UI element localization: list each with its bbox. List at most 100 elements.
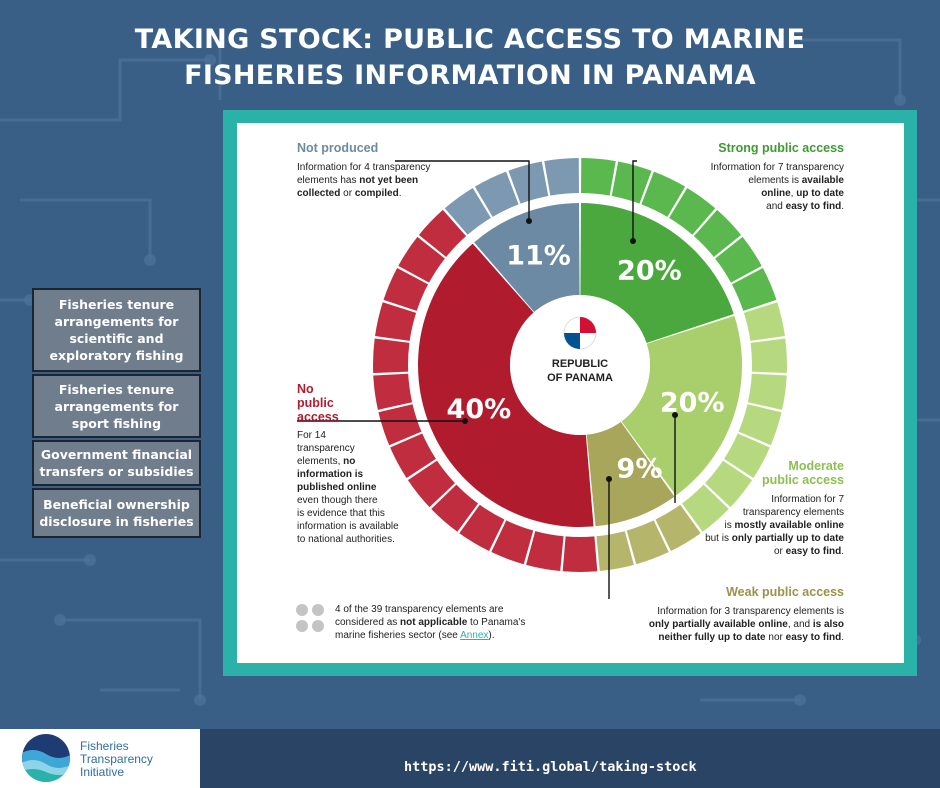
- not-produced-desc-bold: collected: [297, 188, 341, 199]
- moderate-title: Moderate public access: [697, 459, 844, 487]
- outer-element-segment: [459, 504, 505, 551]
- strong-desc: Information for 7 transparency elements …: [657, 161, 844, 213]
- not-applicable-item: Government financial transfers or subsid…: [32, 440, 201, 486]
- not-produced-desc: Information for 4 transparency elements …: [297, 161, 430, 200]
- leader-dot: [630, 238, 636, 244]
- no-access-desc-line: to national authorities.: [297, 534, 395, 545]
- no-access-title: No public access: [297, 382, 339, 424]
- percent-label: 9%: [617, 453, 663, 484]
- outer-element-segment: [731, 268, 777, 311]
- moderate-title-line: Moderate: [788, 459, 844, 473]
- outer-element-segment: [738, 404, 782, 446]
- strong-desc-line: .: [841, 201, 844, 212]
- strong-desc-bold: easy to find: [785, 201, 842, 212]
- outer-element-segment: [681, 484, 729, 532]
- fiti-logo-text: Fisheries Transparency Initiative: [80, 740, 153, 779]
- not-applicable-item: Beneficial ownership disclosure in fishe…: [32, 488, 201, 538]
- outer-element-segment: [373, 338, 410, 374]
- page-title: TAKING STOCK: PUBLIC ACCESS TO MARINE FI…: [0, 22, 940, 94]
- weak-desc-bold: only partially available online: [648, 619, 788, 630]
- leader-dot: [526, 218, 532, 224]
- moderate-desc-line: transparency elements: [742, 507, 844, 518]
- weak-desc-bold: neither fully up to date: [658, 632, 766, 643]
- not-produced-title: Not produced: [297, 141, 379, 155]
- outer-element-segment: [431, 484, 479, 532]
- center-label: REPUBLIC: [552, 358, 608, 370]
- outer-element-segment: [390, 433, 436, 478]
- footnote-line: ).: [488, 630, 495, 641]
- percent-label: 11%: [506, 241, 571, 272]
- weak-desc: Information for 3 transparency elements …: [607, 605, 844, 644]
- no-access-desc-line: transparency: [297, 443, 355, 454]
- outer-element-segment: [581, 158, 616, 196]
- weak-desc-bold: easy to find: [785, 632, 842, 643]
- outer-element-segment: [743, 302, 785, 341]
- no-access-desc-line: even though there: [297, 495, 378, 506]
- not-applicable-list: Fisheries tenure arrangements for scient…: [32, 288, 201, 540]
- outer-element-segment: [474, 171, 519, 217]
- moderate-desc-bold: mostly available online: [734, 520, 844, 531]
- footnote-line: 4 of the 39 transparency elements are: [335, 604, 504, 615]
- footer-url-link[interactable]: https://www.fiti.global/taking-stock: [404, 759, 697, 775]
- footnote-line: marine fisheries sector (see: [335, 630, 461, 641]
- outer-element-segment: [669, 187, 716, 235]
- moderate-desc-line: is: [724, 520, 735, 531]
- strong-desc-line: and: [766, 201, 786, 212]
- not-produced-desc-line: .: [398, 188, 402, 199]
- strong-desc-line: Information for 7 transparency: [710, 162, 844, 173]
- panama-flag-blue-quarter: [564, 333, 580, 349]
- donut-chart: 20% 20% 9% 40% 11% REPUBLIC OF PANAMA: [297, 158, 787, 599]
- logo-text-line: Initiative: [80, 765, 125, 779]
- chart-panel: 20% 20% 9% 40% 11% REPUBLIC OF PANAMA Not prod…: [237, 123, 904, 663]
- moderate-desc-line: .: [841, 546, 844, 557]
- no-access-desc-bold: published online: [297, 482, 377, 493]
- fiti-logo[interactable]: [0, 729, 200, 788]
- no-access-title-line: public: [297, 396, 334, 410]
- weak-desc-line: Information for 3 transparency elements …: [657, 606, 844, 617]
- footnote-bold: not applicable: [400, 617, 468, 628]
- annex-link[interactable]: Annex: [460, 630, 489, 641]
- center-label: OF PANAMA: [547, 372, 613, 384]
- page-title-line2: FISHERIES INFORMATION IN PANAMA: [184, 60, 756, 91]
- moderate-desc-line: Information for 7: [771, 494, 844, 505]
- not-produced-desc-bold: not yet been: [359, 175, 419, 186]
- outer-element-segment: [375, 302, 417, 341]
- not-produced-desc-bold: compiled: [354, 188, 399, 199]
- moderate-desc: Information for 7 transparency elements …: [657, 493, 844, 558]
- outer-element-segment: [491, 520, 534, 565]
- outer-element-segment: [398, 236, 445, 283]
- outer-element-segment: [596, 531, 634, 572]
- outer-element-segment: [383, 268, 429, 311]
- moderate-title-line: public access: [762, 473, 844, 487]
- outer-element-segment: [418, 209, 467, 257]
- weak-desc-bold: is also: [812, 619, 844, 630]
- outer-element-segment: [626, 520, 669, 565]
- donut-slice: [474, 203, 580, 313]
- outer-element-segment: [407, 460, 455, 508]
- outer-element-segment: [715, 236, 762, 283]
- leader-line: [632, 160, 637, 241]
- weak-title: Weak public access: [726, 585, 844, 599]
- percent-label: 20%: [660, 387, 725, 418]
- leader-line: [395, 160, 530, 221]
- no-access-desc-line: For 14: [297, 430, 326, 441]
- outer-element-segment: [611, 161, 652, 204]
- outer-element-segment: [724, 433, 770, 478]
- outer-element-segment: [526, 531, 564, 572]
- leader-dot: [462, 418, 468, 424]
- strong-title: Strong public access: [718, 141, 844, 155]
- moderate-desc-line: or: [773, 546, 786, 557]
- outer-element-segment: [562, 536, 598, 572]
- donut-slice: [418, 243, 594, 527]
- outer-element-segment: [747, 373, 787, 410]
- not-applicable-item: Fisheries tenure arrangements for sport …: [32, 374, 201, 438]
- strong-desc-bold: available: [801, 175, 844, 186]
- outer-element-segment: [705, 460, 753, 508]
- no-access-desc-bold: information is: [297, 469, 364, 480]
- outer-element-segment: [655, 504, 701, 551]
- not-produced-desc-line: or: [340, 188, 355, 199]
- moderate-desc-bold: easy to find: [785, 546, 842, 557]
- donut-slice: [580, 203, 734, 343]
- no-access-desc-bold: no: [343, 456, 356, 467]
- no-access-desc: For 14 transparency elements, no informa…: [297, 429, 417, 546]
